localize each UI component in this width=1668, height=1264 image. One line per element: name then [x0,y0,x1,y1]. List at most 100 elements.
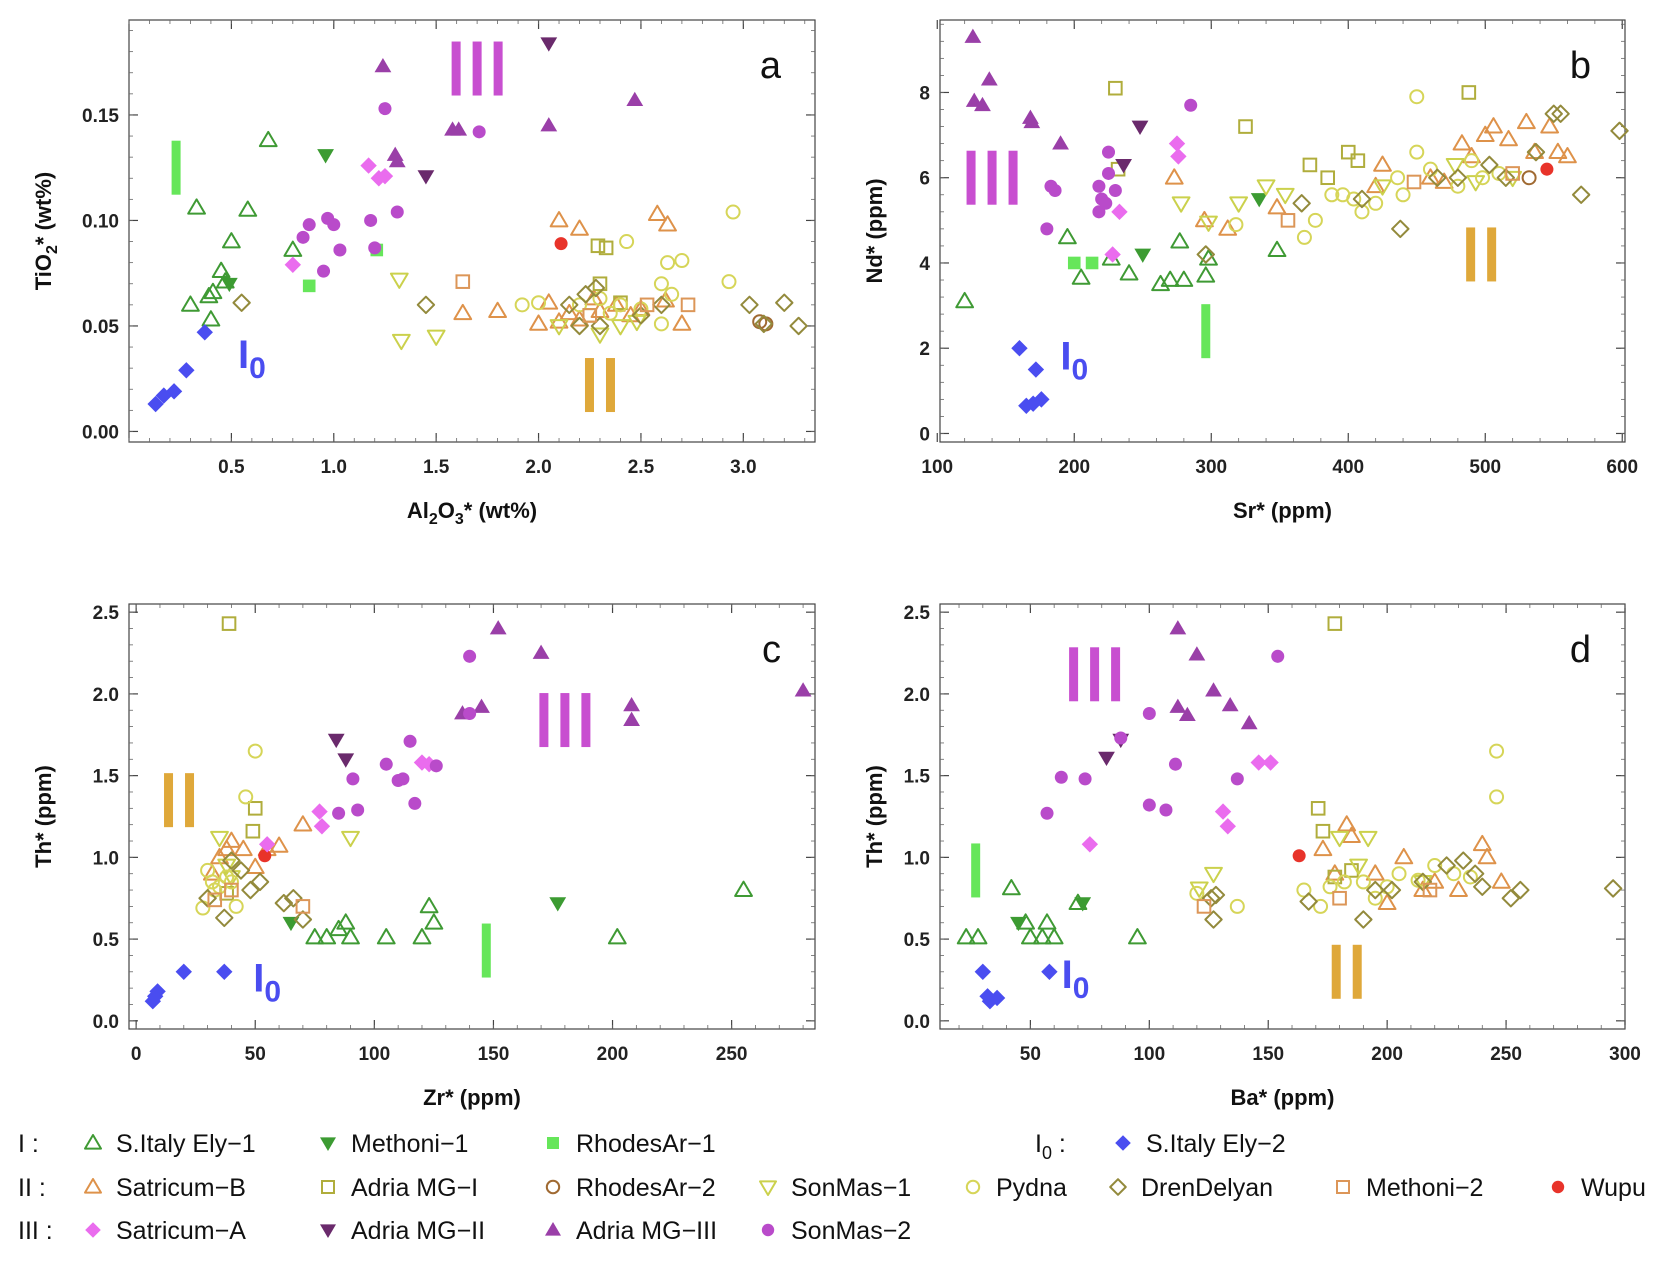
data-point-adriamgiii [974,96,991,112]
x-axis-title-d: Ba* (ppm) [1231,1085,1335,1110]
data-point-drendelyan [1610,121,1629,141]
x-tick-label: 100 [1133,1044,1165,1065]
series-sitalyely1-panel-c [305,880,753,945]
data-point-pydna [653,276,669,292]
data-point-sitalyely1 [607,928,627,945]
data-point-sonmas2 [390,205,404,219]
data-point-sonmas1 [1199,215,1218,232]
data-point-adriamgi [1315,823,1331,839]
legend-label-satricuma: Satricum−A [116,1217,246,1245]
y-tick-label: 0.5 [904,930,931,951]
data-point-methoni2 [1505,166,1520,181]
data-point-sitalyely1 [1196,266,1216,283]
data-point-sonmas1 [217,858,237,875]
data-point-rhodesar1 [302,279,316,293]
legend-marker-pydna [965,1179,981,1195]
data-point-pydna [1354,204,1370,220]
series-pydna-panel-c [195,743,263,916]
y-tick-label: 2.5 [904,603,931,624]
data-point-satricumb [658,215,677,232]
data-point-drendelyan [1366,880,1385,900]
data-point-pydna [228,898,244,914]
data-point-drendelyan [416,295,436,315]
data-point-sonmas1 [1204,866,1223,884]
legend-marker-drendelyan [1109,1178,1127,1196]
y-tick-label: 1.5 [93,767,120,788]
data-point-drendelyan [1299,892,1318,911]
y-tick-label: 4 [919,254,930,275]
data-point-drendelyan [740,295,759,315]
data-point-drendelyan [1480,155,1499,175]
data-point-sonmas1 [391,333,411,351]
data-point-pydna [200,862,216,878]
data-point-pydna [1489,789,1505,805]
y-tick-label: 0.0 [93,1012,119,1033]
group-label-i0-panel-c: I0 [253,956,281,1008]
x-tick-label: 2.0 [525,457,551,478]
series-wupu-panel-c [258,849,272,863]
data-point-sitalyely1 [968,928,988,945]
data-point-sonmas2 [332,806,346,820]
series-satricuma-panel-b [1104,135,1187,263]
series-methoni1-panel-a [220,149,334,293]
data-point-methoni1 [220,277,238,293]
group-label-ii-panel-a: II [584,358,615,413]
data-point-drendelyan [215,908,234,928]
data-point-sonmas2 [1184,98,1198,112]
data-point-adriamgi [1238,119,1253,134]
legend-label-methoni2: Methoni−2 [1366,1174,1483,1202]
svg-text:I0: I0 [253,956,281,1008]
series-methoni1-panel-b [1134,193,1268,263]
data-point-pydna [1355,874,1371,890]
data-point-adriamgii [1098,751,1115,767]
data-point-drendelyan [293,910,313,929]
legend-label-rhodesar2: RhodesAr−2 [576,1174,716,1202]
series-wupu-panel-a [554,237,568,251]
data-point-drendelyan [1526,142,1546,162]
legend-marker-satricuma [85,1222,101,1238]
data-point-drendelyan [231,861,251,880]
data-point-adriamgiii [1169,698,1187,713]
data-point-sitalyely1 [305,928,325,945]
data-point-sonmas2 [1054,770,1068,784]
data-point-sitalyely2 [216,963,233,980]
data-point-sitalyely1 [1170,232,1190,249]
data-point-sitalyely1 [1267,240,1287,258]
data-point-satricumb [1313,839,1333,857]
data-point-pydna [1322,879,1338,895]
data-point-adriamgiii [1052,135,1069,150]
data-point-drendelyan [1544,104,1563,123]
svg-text:I0: I0 [238,333,266,385]
data-point-methoni2 [1196,899,1212,914]
data-point-sitalyely2 [147,395,164,413]
data-point-adriamgi [590,238,606,254]
data-point-wupu [1540,162,1554,176]
data-point-drendelyan [1571,185,1591,204]
data-point-pydna [619,234,635,250]
series-methoni2-panel-d [1196,882,1438,914]
group-label-bar [472,41,482,96]
data-point-sitalyely2 [196,324,213,341]
data-point-pydna [1395,187,1411,203]
data-point-drendelyan [1391,219,1410,239]
y-axis-title-c: Th* (ppm) [31,765,56,868]
data-point-drendelyan [1603,879,1623,898]
series-sitalyely2-panel-a [147,324,213,413]
data-point-pydna [1409,144,1425,160]
data-point-methoni1 [1074,897,1092,912]
data-point-sitalyely1 [1058,227,1077,245]
data-point-pydna [571,297,588,313]
data-point-adriamgiii [623,711,640,726]
data-point-drendelyan [1292,194,1311,213]
x-tick-label: 50 [245,1044,266,1065]
data-point-drendelyan [1511,880,1530,900]
data-point-pydna [514,297,530,313]
data-point-sitalyely1 [1151,274,1170,292]
data-point-sitalyely1 [238,200,258,217]
data-point-sitalyely1 [258,130,278,148]
data-point-adriamgi [1350,153,1366,168]
group-label-iii-panel-d: III [1069,647,1121,702]
x-axis-title-c: Zr* (ppm) [423,1085,521,1110]
legend-marker-rhodesar2 [545,1179,561,1195]
data-point-satricuma [1214,803,1232,820]
